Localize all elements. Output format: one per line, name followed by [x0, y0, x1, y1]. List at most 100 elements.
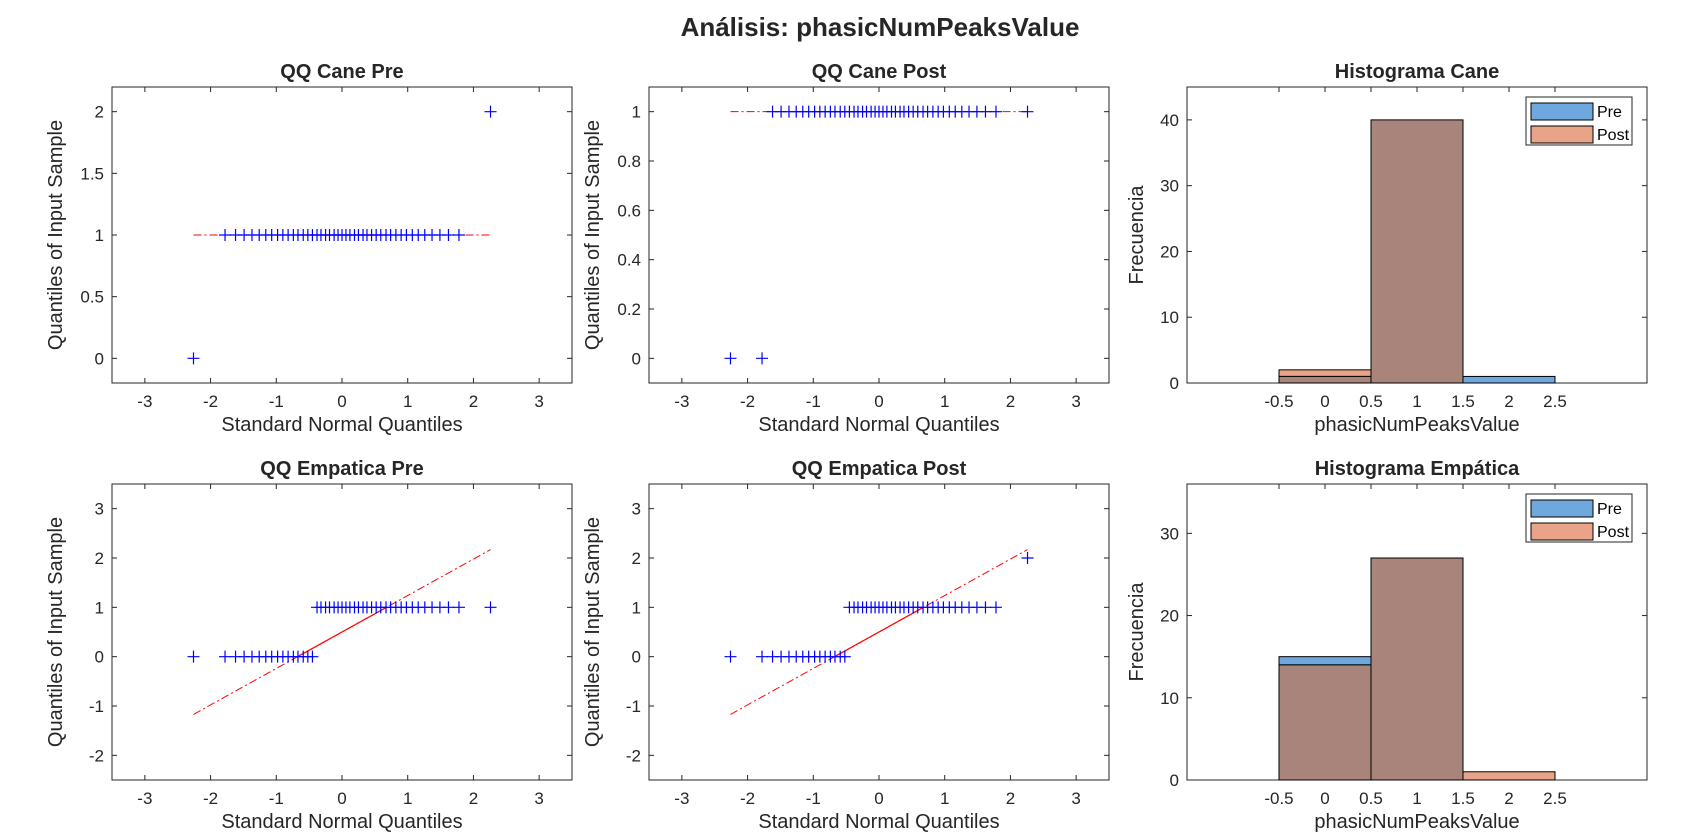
- panel-title: QQ Cane Post: [812, 61, 947, 83]
- x-tick-label: 0: [337, 392, 346, 411]
- bar-overlap: [1278, 664, 1372, 781]
- legend-swatch-post: [1530, 125, 1594, 144]
- y-tick-label: 0.4: [617, 251, 641, 270]
- panel-title: Histograma Empática: [1315, 458, 1520, 480]
- data-point: [838, 650, 851, 663]
- data-point: [187, 650, 200, 663]
- panel-title: QQ Empatica Pre: [260, 458, 423, 480]
- y-tick-label: 0.5: [80, 288, 104, 307]
- figure-title: Análisis: phasicNumPeaksValue: [681, 12, 1080, 42]
- y-tick-label: -2: [626, 746, 641, 765]
- y-tick-label: 0.8: [617, 152, 641, 171]
- x-tick-label: 0.5: [1359, 789, 1383, 808]
- x-tick-label: 0: [1320, 392, 1329, 411]
- legend-swatch-post: [1530, 522, 1594, 541]
- y-tick-label: 2: [95, 549, 104, 568]
- x-tick-label: 2.5: [1543, 392, 1567, 411]
- x-axis-label: phasicNumPeaksValue: [1314, 414, 1519, 436]
- x-tick-label: 0: [337, 789, 346, 808]
- y-tick-label: 2: [632, 549, 641, 568]
- y-axis-label: Quantiles of Input Sample: [45, 120, 67, 350]
- reference-line: [297, 607, 387, 657]
- data-point: [187, 352, 200, 365]
- x-tick-label: 3: [1071, 392, 1080, 411]
- bar-overlap: [1370, 119, 1464, 384]
- y-axis-label: Quantiles of Input Sample: [582, 120, 604, 350]
- bar-overlap: [1278, 375, 1372, 384]
- bar-pre: [1278, 656, 1372, 666]
- x-tick-label: 3: [534, 392, 543, 411]
- x-tick-label: -3: [674, 392, 689, 411]
- y-tick-label: 1: [95, 226, 104, 245]
- x-tick-label: 1.5: [1451, 392, 1475, 411]
- y-tick-label: 0: [1170, 771, 1179, 790]
- y-axis-label: Frecuencia: [1126, 185, 1148, 285]
- y-tick-label: 20: [1160, 607, 1179, 626]
- x-tick-label: -2: [203, 789, 218, 808]
- data-point: [484, 105, 497, 118]
- y-tick-label: 10: [1160, 308, 1179, 327]
- y-tick-label: 30: [1160, 524, 1179, 543]
- y-axis-label: Quantiles of Input Sample: [45, 517, 67, 747]
- legend-label: Post: [1597, 524, 1630, 541]
- x-tick-label: 2: [1006, 789, 1015, 808]
- y-tick-label: 40: [1160, 111, 1179, 130]
- x-tick-label: 1.5: [1451, 789, 1475, 808]
- y-tick-label: 3: [632, 500, 641, 519]
- x-tick-label: 2: [1504, 392, 1513, 411]
- y-tick-label: 0: [95, 648, 104, 667]
- x-tick-label: 0: [874, 789, 883, 808]
- x-tick-label: 1: [403, 392, 412, 411]
- panel-title: QQ Cane Pre: [280, 61, 403, 83]
- data-point: [724, 650, 737, 663]
- x-tick-label: 1: [403, 789, 412, 808]
- data-point: [756, 352, 769, 365]
- hist-empatica: -0.5 0 0.5 1 1.5 2 2.5 0 10 20 30 Histograma Empáti…: [1126, 458, 1648, 833]
- x-axis-label: Standard Normal Quantiles: [758, 414, 999, 436]
- panel-title: Histograma Cane: [1335, 61, 1500, 83]
- x-tick-label: -2: [740, 789, 755, 808]
- y-tick-label: 0.6: [617, 201, 641, 220]
- data-point: [452, 229, 465, 241]
- data-point: [724, 352, 737, 365]
- x-tick-label: -0.5: [1264, 392, 1293, 411]
- y-tick-label: 1: [632, 103, 641, 122]
- bar-post: [1278, 369, 1372, 377]
- y-tick-label: 2: [95, 103, 104, 122]
- y-tick-label: 0.2: [617, 300, 641, 319]
- x-tick-label: 2: [469, 789, 478, 808]
- bar-pre: [1462, 375, 1556, 384]
- data-point: [979, 601, 992, 614]
- x-tick-label: 3: [534, 789, 543, 808]
- data-point: [1021, 552, 1034, 564]
- x-tick-label: 1: [940, 392, 949, 411]
- x-axis-label: Standard Normal Quantiles: [221, 414, 462, 436]
- reference-line: [834, 607, 924, 657]
- x-tick-label: -1: [269, 392, 284, 411]
- data-point: [442, 229, 455, 241]
- x-tick-label: -2: [203, 392, 218, 411]
- y-tick-label: 10: [1160, 689, 1179, 708]
- data-point: [1021, 105, 1034, 118]
- data-point: [219, 650, 232, 663]
- legend-label: Pre: [1597, 104, 1622, 121]
- y-tick-label: 1: [632, 598, 641, 617]
- y-axis-label: Quantiles of Input Sample: [582, 517, 604, 747]
- x-tick-label: -1: [806, 392, 821, 411]
- x-tick-label: 3: [1071, 789, 1080, 808]
- data-point: [989, 601, 1002, 614]
- x-axis-label: Standard Normal Quantiles: [221, 811, 462, 833]
- x-axis-label: phasicNumPeaksValue: [1314, 811, 1519, 833]
- x-tick-label: -0.5: [1264, 789, 1293, 808]
- x-tick-label: 0: [874, 392, 883, 411]
- y-tick-label: 30: [1160, 177, 1179, 196]
- x-tick-label: 2: [1006, 392, 1015, 411]
- data-point: [442, 601, 455, 614]
- y-axis-label: Frecuencia: [1126, 582, 1148, 682]
- qq-empatica-pre: -3 -2 -1 0 1 2 3 -2 -1 0 1 2 3 QQ Empatica Pre Standar…: [45, 458, 573, 833]
- y-tick-label: 0: [632, 349, 641, 368]
- y-tick-label: -1: [626, 697, 641, 716]
- x-tick-label: -3: [137, 789, 152, 808]
- legend-label: Pre: [1597, 501, 1622, 518]
- legend: Pre Post: [1525, 96, 1633, 146]
